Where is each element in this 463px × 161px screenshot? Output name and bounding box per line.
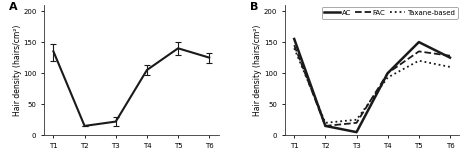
AC [353, 131, 358, 133]
FAC [322, 125, 327, 127]
FAC [384, 72, 390, 74]
FAC [353, 122, 358, 124]
Taxane-based [322, 122, 327, 124]
Line: FAC: FAC [294, 45, 449, 126]
Legend: AC, FAC, Taxane-based: AC, FAC, Taxane-based [321, 7, 457, 19]
FAC [415, 50, 421, 52]
Taxane-based [446, 66, 452, 68]
Taxane-based [415, 60, 421, 62]
FAC [291, 44, 296, 46]
Text: B: B [250, 2, 258, 12]
AC [415, 41, 421, 43]
Y-axis label: Hair density (hairs/cm²): Hair density (hairs/cm²) [13, 24, 21, 116]
Taxane-based [384, 76, 390, 78]
AC [384, 72, 390, 74]
Text: A: A [9, 2, 18, 12]
Taxane-based [291, 47, 296, 49]
AC [322, 125, 327, 127]
Line: AC: AC [294, 39, 449, 132]
AC [446, 57, 452, 59]
FAC [446, 55, 452, 57]
AC [291, 38, 296, 40]
Y-axis label: Hair density (hairs/cm²): Hair density (hairs/cm²) [253, 24, 262, 116]
Line: Taxane-based: Taxane-based [294, 48, 449, 123]
Taxane-based [353, 119, 358, 121]
